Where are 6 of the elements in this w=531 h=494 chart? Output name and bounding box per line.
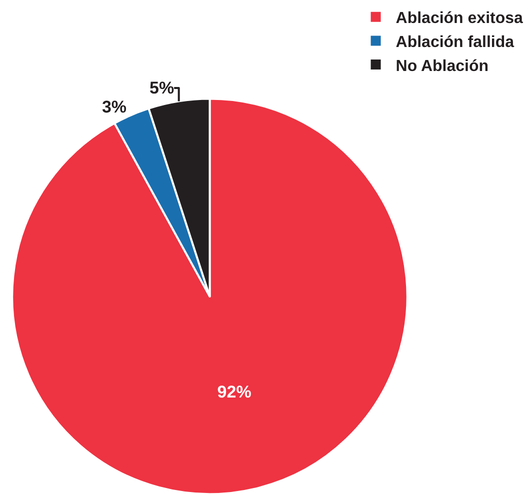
legend-label: Ablación fallida (396, 34, 514, 51)
legend-label: Ablación exitosa (396, 10, 524, 28)
legend-label: No Ablación (396, 58, 489, 75)
data-label: 5% (150, 78, 174, 98)
data-label: 3% (102, 98, 127, 117)
data-label: 92% (217, 382, 252, 402)
